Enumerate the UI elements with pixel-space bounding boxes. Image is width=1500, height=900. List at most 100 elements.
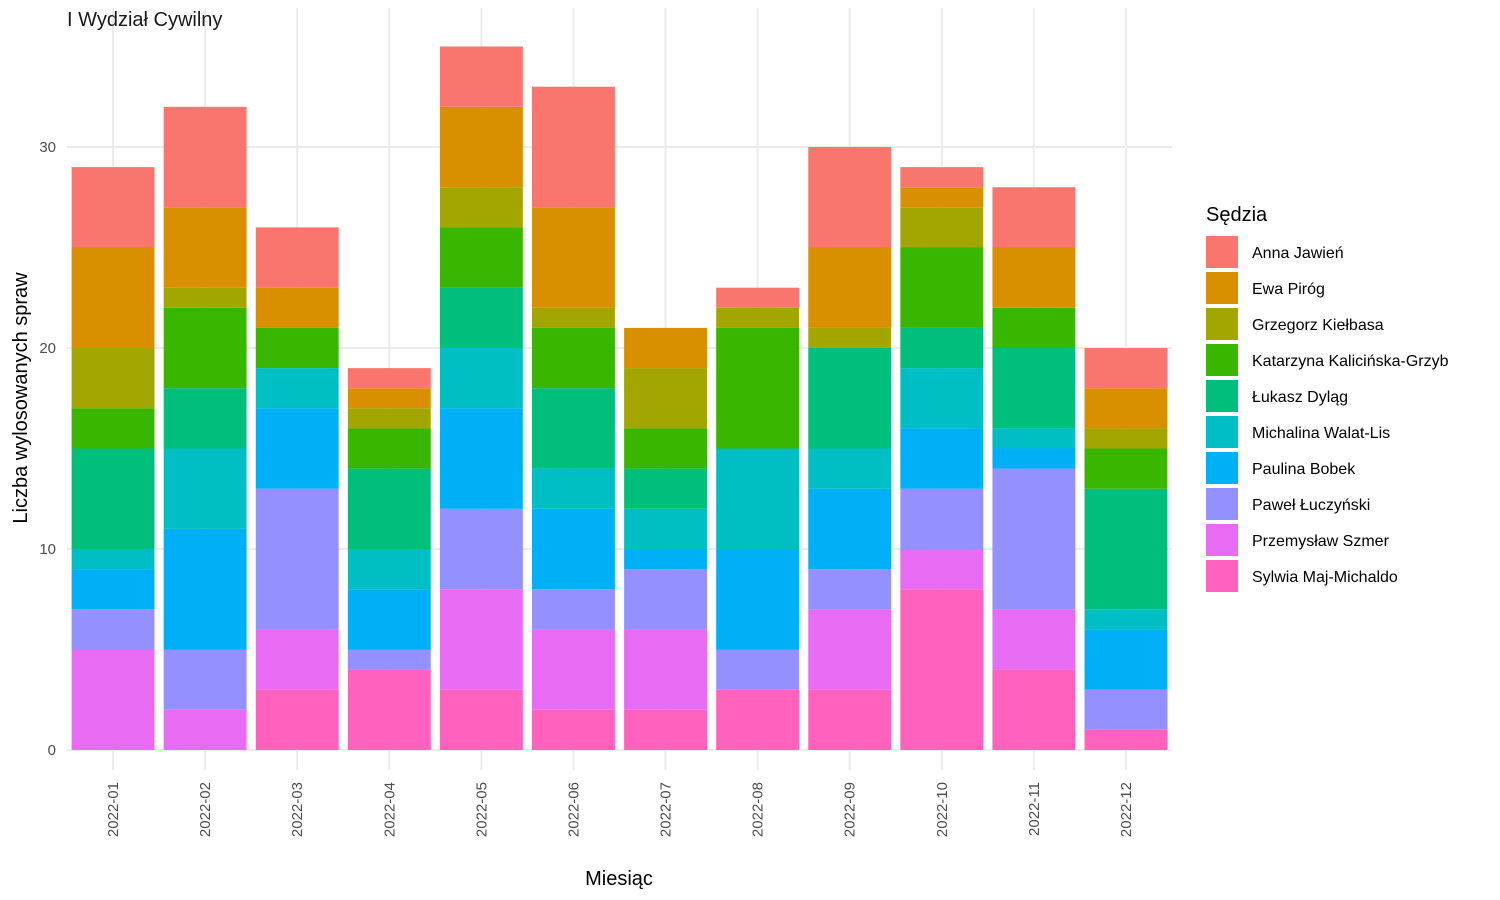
- x-tick-label: 2022-02: [197, 782, 214, 837]
- bar-segment: [1084, 729, 1168, 750]
- x-axis-ticks: 2022-01 2022-02 2022-03 2022-04 2022-05 2022-…: [105, 782, 1135, 837]
- legend-label: Michalina Walat-Lis: [1252, 425, 1390, 442]
- bar-segment: [71, 348, 155, 409]
- x-tick-label: 2022-08: [750, 782, 767, 837]
- legend-label: Grzegorz Kiełbasa: [1252, 317, 1384, 334]
- bar-segment: [624, 549, 707, 570]
- bar-segment: [163, 528, 247, 650]
- bar-segment: [808, 247, 892, 328]
- bar-segment: [624, 468, 707, 509]
- bar-segment: [347, 408, 431, 429]
- legend-label: Katarzyna Kalicińska-Grzyb: [1252, 353, 1449, 370]
- bar-segment: [439, 287, 523, 348]
- bar-segment: [255, 689, 339, 750]
- y-tick-label: 30: [39, 139, 56, 156]
- bar-segment: [900, 428, 984, 489]
- bar-segment: [716, 549, 800, 650]
- legend-label: Paulina Bobek: [1252, 461, 1356, 478]
- legend-label: Anna Jawień: [1252, 245, 1344, 262]
- bar-segment: [255, 408, 339, 489]
- legend-title: Sędzia: [1206, 204, 1268, 226]
- bar-segment: [808, 327, 892, 348]
- bar-segment: [900, 187, 984, 208]
- bar-segment: [163, 448, 247, 529]
- bar-segment: [1084, 609, 1168, 630]
- legend-swatch: [1206, 524, 1238, 556]
- bar-segment: [439, 589, 523, 690]
- bar-segment: [1084, 448, 1168, 489]
- bar-segment: [347, 589, 431, 650]
- bar-segment: [532, 388, 615, 469]
- bar-segment: [716, 448, 800, 549]
- legend-swatch: [1206, 452, 1238, 484]
- bar-segment: [532, 307, 615, 328]
- bar-segment: [163, 307, 247, 389]
- bar-segment: [900, 327, 984, 369]
- bar-segment: [1084, 488, 1168, 610]
- x-tick-label: 2022-06: [565, 782, 582, 837]
- bar-segment: [716, 287, 800, 308]
- bar-segment: [532, 327, 615, 389]
- bar-segment: [1084, 428, 1168, 449]
- x-tick-label: 2022-10: [934, 782, 951, 837]
- bar-segment: [624, 327, 707, 369]
- bar-segment: [163, 388, 247, 449]
- bar-segment: [532, 709, 615, 750]
- bar-segment: [255, 488, 339, 630]
- y-tick-label: 20: [39, 340, 56, 357]
- x-tick-label: 2022-09: [842, 782, 859, 837]
- bar-segment: [992, 609, 1076, 670]
- bar-segment: [992, 348, 1076, 429]
- bar-segment: [347, 468, 431, 549]
- bar-segment: [900, 549, 984, 590]
- y-tick-label: 10: [39, 541, 56, 558]
- legend-swatch: [1206, 488, 1238, 520]
- bar-segment: [255, 368, 339, 409]
- x-tick-label: 2022-04: [381, 782, 398, 837]
- bar-segment: [992, 448, 1076, 469]
- bar-segment: [255, 227, 339, 288]
- bar-segment: [808, 609, 892, 690]
- bar-segment: [992, 307, 1076, 348]
- bar-segment: [532, 589, 615, 630]
- x-tick-label: 2022-12: [1118, 782, 1135, 837]
- bar-segment: [347, 388, 431, 409]
- bar-segment: [808, 348, 892, 449]
- bar-segment: [1084, 689, 1168, 730]
- bar-segment: [71, 569, 155, 610]
- bar-segment: [255, 629, 339, 690]
- bar-segment: [532, 629, 615, 710]
- legend-swatch: [1206, 416, 1238, 448]
- bar-segment: [992, 468, 1076, 610]
- bar-segment: [1084, 629, 1168, 690]
- y-tick-label: 0: [48, 742, 56, 759]
- bar-segment: [624, 428, 707, 469]
- bar-segment: [71, 167, 155, 248]
- x-tick-label: 2022-01: [105, 782, 122, 837]
- bar-segment: [900, 589, 984, 750]
- bar-segment: [808, 689, 892, 750]
- bar-segment: [439, 348, 523, 409]
- y-axis-title: Liczba wylosowanych spraw: [10, 272, 32, 524]
- legend-label: Sylwia Maj-Michaldo: [1252, 569, 1398, 586]
- bar-segment: [439, 187, 523, 228]
- bar-segment: [71, 448, 155, 549]
- bar-segment: [347, 428, 431, 469]
- bar-segment: [808, 569, 892, 610]
- bar-segment: [255, 327, 339, 369]
- bar-segment: [347, 368, 431, 389]
- bar-segment: [532, 86, 615, 208]
- bar-segment: [163, 709, 247, 750]
- bar-segment: [439, 227, 523, 288]
- bar-segment: [163, 287, 247, 308]
- bar-segment: [532, 468, 615, 509]
- legend-swatch: [1206, 236, 1238, 268]
- bar-segment: [71, 408, 155, 449]
- bar-segment: [163, 106, 247, 208]
- bar-segment: [439, 106, 523, 188]
- facet-title: I Wydział Cywilny: [67, 9, 222, 31]
- x-tick-label: 2022-11: [1026, 782, 1043, 836]
- legend-items: Anna Jawień Ewa Piróg Grzegorz Kiełbasa Kat…: [1206, 236, 1449, 592]
- bar-segment: [624, 709, 707, 750]
